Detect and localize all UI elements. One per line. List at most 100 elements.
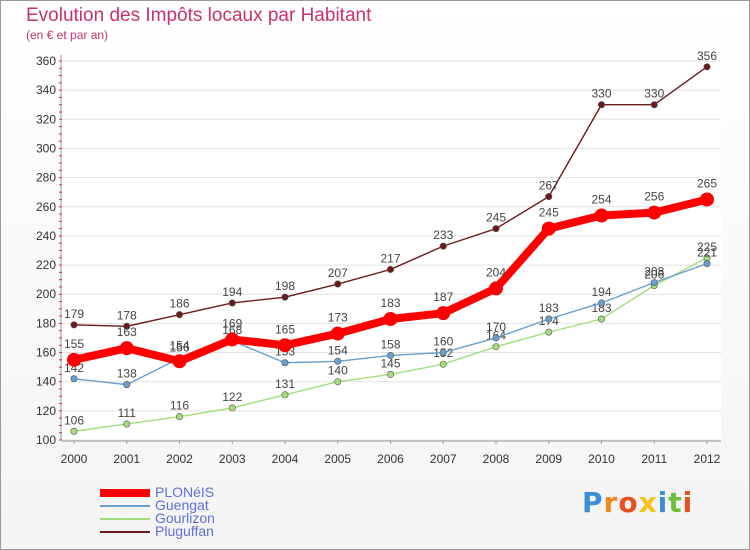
data-point-pluguffan xyxy=(123,322,131,330)
y-tick-label: 340 xyxy=(36,83,56,97)
data-point-gourlizon xyxy=(176,413,184,421)
data-label-pluguffan: 356 xyxy=(697,49,717,63)
legend-label-ploneis: PLONéIS xyxy=(155,484,215,500)
x-tick-label: 2007 xyxy=(430,452,457,466)
logo-letter: t xyxy=(668,486,683,519)
y-tick-label: 140 xyxy=(36,375,56,389)
data-label-plon-is: 204 xyxy=(486,265,506,279)
data-label-pluguffan: 330 xyxy=(644,87,664,101)
data-point-plon-is xyxy=(330,326,345,341)
y-tick-label: 260 xyxy=(36,200,56,214)
x-tick-label: 2000 xyxy=(61,452,88,466)
chart-subtitle: (en € et par an) xyxy=(26,28,109,42)
data-point-pluguffan xyxy=(703,63,711,71)
data-label-gourlizon: 122 xyxy=(222,390,242,404)
x-tick-label: 2001 xyxy=(113,452,140,466)
legend-label-guengat: Guengat xyxy=(155,497,209,513)
data-point-gourlizon xyxy=(545,328,553,336)
x-tick-label: 2009 xyxy=(535,452,562,466)
x-tick-label: 2002 xyxy=(166,452,193,466)
data-point-gourlizon xyxy=(334,378,342,386)
x-tick-label: 2011 xyxy=(641,452,667,466)
data-point-plon-is xyxy=(647,205,662,220)
data-label-guengat: 158 xyxy=(380,337,400,351)
data-label-pluguffan: 198 xyxy=(275,279,295,293)
data-point-plon-is xyxy=(383,312,398,327)
data-point-guengat xyxy=(281,359,289,367)
data-point-gourlizon xyxy=(228,404,236,412)
legend-swatch-guengat xyxy=(100,505,150,507)
data-label-pluguffan: 178 xyxy=(117,308,137,322)
y-tick-label: 180 xyxy=(36,316,56,330)
data-point-plon-is xyxy=(172,354,187,369)
data-label-plon-is: 254 xyxy=(591,193,611,207)
data-label-gourlizon: 140 xyxy=(328,364,348,378)
data-point-pluguffan xyxy=(386,265,394,273)
data-point-plon-is xyxy=(119,341,134,356)
y-tick-label: 120 xyxy=(36,404,56,418)
data-label-gourlizon: 131 xyxy=(275,377,295,391)
data-point-pluguffan xyxy=(492,225,500,233)
legend-swatch-pluguffan xyxy=(100,531,150,533)
data-point-gourlizon xyxy=(492,343,500,351)
data-label-guengat: 194 xyxy=(591,285,611,299)
data-label-gourlizon: 225 xyxy=(697,240,717,254)
data-point-plon-is xyxy=(436,306,451,321)
data-point-gourlizon xyxy=(281,391,289,399)
data-label-pluguffan: 179 xyxy=(64,307,84,321)
data-label-plon-is: 183 xyxy=(380,296,400,310)
data-label-plon-is: 173 xyxy=(328,311,348,325)
y-tick-label: 240 xyxy=(36,229,56,243)
legend-swatch-gourlizon xyxy=(100,518,150,520)
proxiti-logo: Proxiti xyxy=(582,486,693,519)
data-label-guengat: 160 xyxy=(433,335,453,349)
y-tick-label: 360 xyxy=(36,54,56,68)
data-label-gourlizon: 206 xyxy=(644,267,664,281)
data-label-guengat: 221 xyxy=(697,246,717,260)
data-label-plon-is: 265 xyxy=(697,176,717,190)
data-point-guengat xyxy=(386,351,394,359)
data-label-pluguffan: 245 xyxy=(486,211,506,225)
data-point-pluguffan xyxy=(650,101,658,109)
data-label-pluguffan: 207 xyxy=(328,266,348,280)
x-tick-label: 2012 xyxy=(694,452,721,466)
data-point-guengat xyxy=(123,381,131,389)
y-tick-label: 160 xyxy=(36,346,56,360)
x-tick-label: 2004 xyxy=(272,452,299,466)
data-label-pluguffan: 330 xyxy=(591,87,611,101)
legend-item-pluguffan: Pluguffan xyxy=(100,523,320,539)
data-point-guengat xyxy=(492,334,500,342)
data-point-guengat xyxy=(650,279,658,287)
data-point-plon-is xyxy=(225,332,240,347)
logo-letter: o xyxy=(618,486,639,519)
data-point-guengat xyxy=(597,299,605,307)
x-tick-label: 2008 xyxy=(483,452,510,466)
data-label-plon-is: 154 xyxy=(169,338,189,352)
data-point-pluguffan xyxy=(545,193,553,201)
data-label-pluguffan: 194 xyxy=(222,285,242,299)
data-label-gourlizon: 116 xyxy=(170,399,189,413)
logo-letter: P xyxy=(582,486,604,519)
logo-letter: i xyxy=(657,486,669,519)
data-point-pluguffan xyxy=(70,321,78,329)
y-tick-label: 200 xyxy=(36,287,56,301)
data-point-pluguffan xyxy=(228,299,236,307)
x-tick-label: 2010 xyxy=(588,452,615,466)
data-label-pluguffan: 217 xyxy=(380,251,400,265)
data-label-gourlizon: 106 xyxy=(64,413,84,427)
logo-letter: x xyxy=(638,486,658,519)
data-point-gourlizon xyxy=(386,370,394,378)
data-label-guengat: 156 xyxy=(169,340,189,354)
data-label-plon-is: 163 xyxy=(117,325,137,339)
data-label-guengat: 154 xyxy=(328,343,348,357)
legend: PLONéIS Guengat Gourlizon Pluguffan xyxy=(100,484,320,539)
data-point-pluguffan xyxy=(439,242,447,250)
legend-swatch-ploneis xyxy=(100,489,150,497)
data-point-plon-is xyxy=(700,192,714,207)
data-label-guengat: 170 xyxy=(486,320,506,334)
data-point-guengat xyxy=(334,357,342,365)
legend-item-ploneis: PLONéIS xyxy=(100,484,320,500)
chart-title: Evolution des Impôts locaux par Habitant xyxy=(26,5,372,26)
data-label-plon-is: 169 xyxy=(222,316,242,330)
